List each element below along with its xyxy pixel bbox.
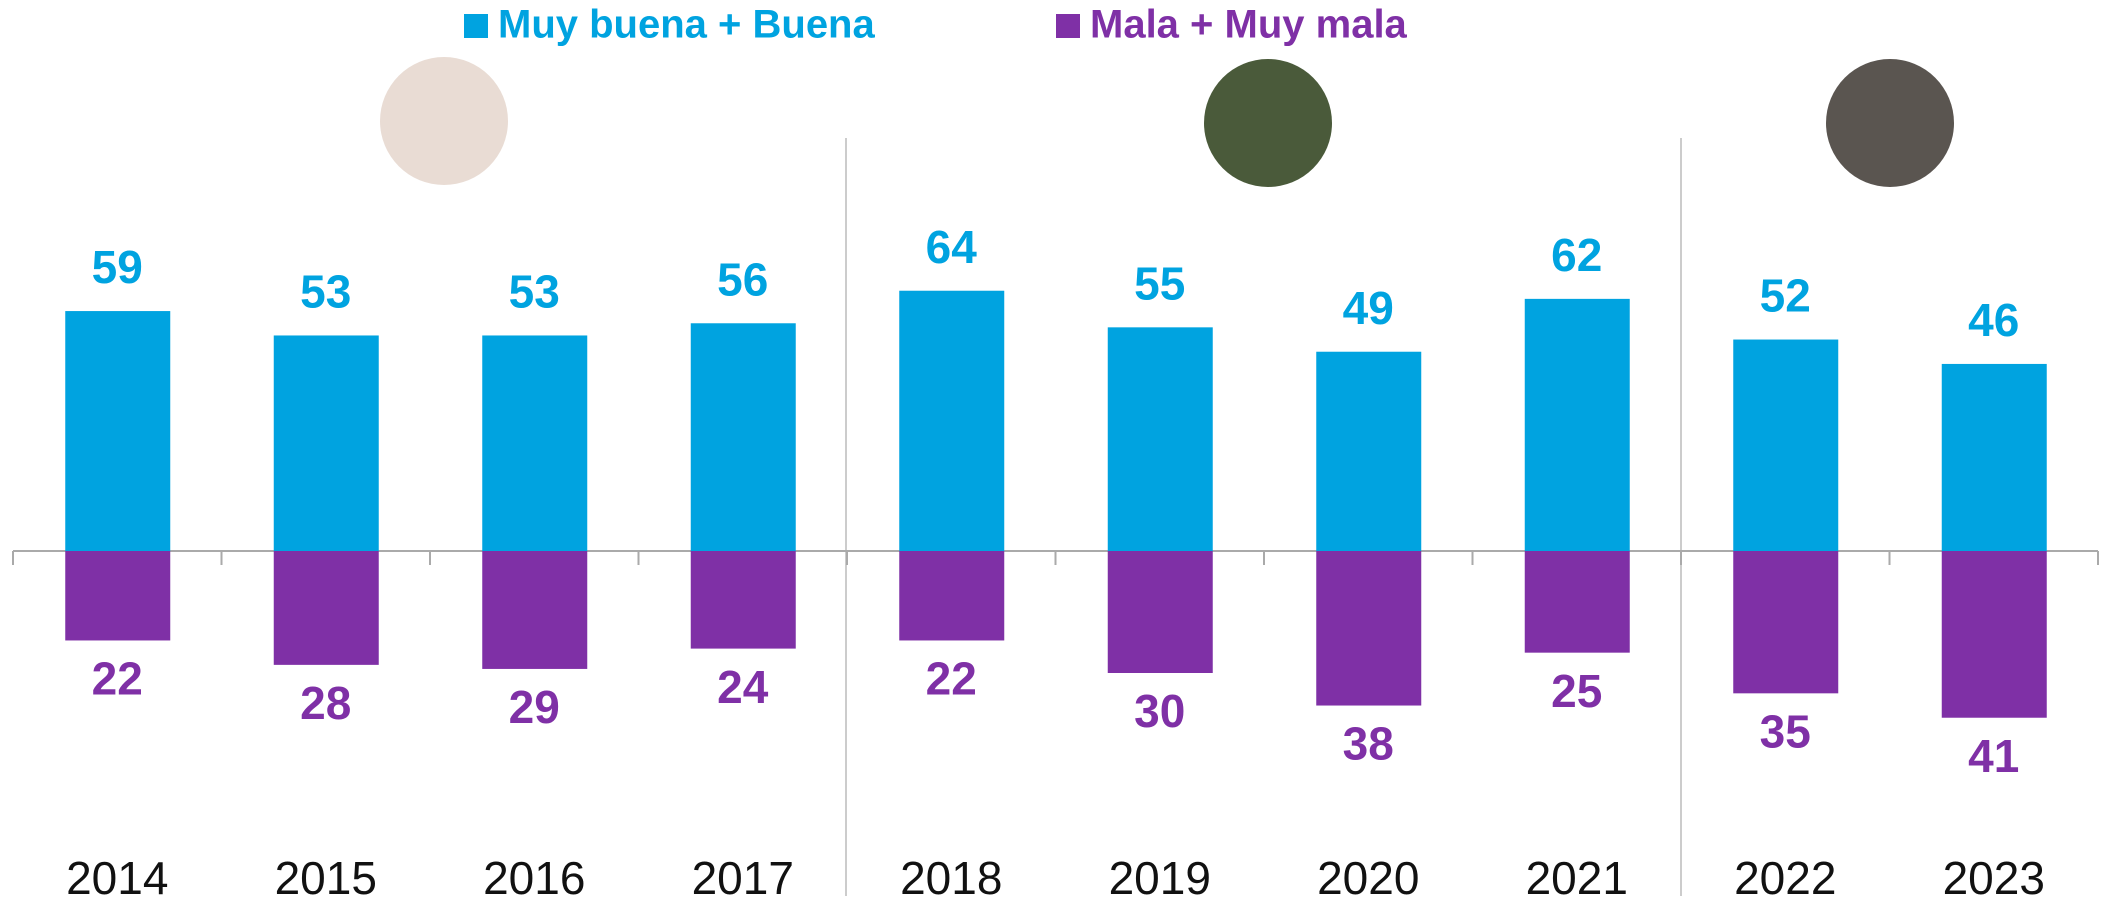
bar	[690, 323, 796, 551]
value-label: 30	[1134, 685, 1185, 737]
x-tick-label: 2023	[1943, 852, 2045, 903]
bar	[1733, 551, 1839, 694]
value-label: 55	[1134, 257, 1185, 309]
value-label: 25	[1551, 665, 1602, 717]
x-tick-label: 2018	[900, 852, 1002, 903]
x-tick-label: 2015	[275, 852, 377, 903]
bar	[1107, 327, 1213, 551]
value-label: 35	[1760, 705, 1811, 757]
bar	[1316, 351, 1422, 551]
bar	[899, 551, 1005, 641]
bar	[1316, 551, 1422, 706]
bar	[65, 311, 171, 551]
bar	[273, 551, 379, 665]
bar	[690, 551, 796, 649]
value-label: 53	[509, 266, 560, 318]
bar	[1941, 363, 2047, 551]
value-label: 62	[1551, 229, 1602, 281]
value-label: 22	[926, 653, 977, 705]
value-label: 49	[1343, 282, 1394, 334]
bar	[1524, 551, 1630, 653]
value-label: 41	[1968, 730, 2019, 782]
x-tick-label: 2014	[66, 852, 168, 903]
value-label: 59	[92, 241, 143, 293]
value-label: 22	[92, 653, 143, 705]
bar	[1107, 551, 1213, 673]
bar	[273, 335, 379, 551]
bar	[899, 290, 1005, 551]
legend-label: Mala + Muy mala	[1090, 3, 1408, 47]
value-label: 52	[1760, 270, 1811, 322]
legend-swatch	[1056, 14, 1080, 38]
x-tick-label: 2017	[692, 852, 794, 903]
x-tick-label: 2019	[1109, 852, 1211, 903]
bar	[1733, 339, 1839, 551]
portrait	[1826, 59, 1954, 187]
legend-swatch	[464, 14, 488, 38]
legend-label: Muy buena + Buena	[498, 3, 875, 47]
value-label: 28	[300, 677, 351, 729]
value-label: 64	[926, 221, 978, 273]
value-label: 56	[717, 253, 768, 305]
x-tick-label: 2020	[1317, 852, 1419, 903]
value-label: 29	[509, 681, 560, 733]
bar	[65, 551, 171, 641]
value-label: 46	[1968, 294, 2019, 346]
portrait	[1204, 59, 1332, 187]
bar	[1524, 298, 1630, 551]
value-label: 24	[717, 661, 769, 713]
value-label: 53	[300, 266, 351, 318]
x-tick-label: 2021	[1526, 852, 1628, 903]
portrait	[380, 57, 508, 185]
bar	[1941, 551, 2047, 718]
bar	[482, 335, 588, 551]
x-tick-label: 2022	[1734, 852, 1836, 903]
x-tick-label: 2016	[483, 852, 585, 903]
value-label: 38	[1343, 718, 1394, 770]
bar	[482, 551, 588, 669]
